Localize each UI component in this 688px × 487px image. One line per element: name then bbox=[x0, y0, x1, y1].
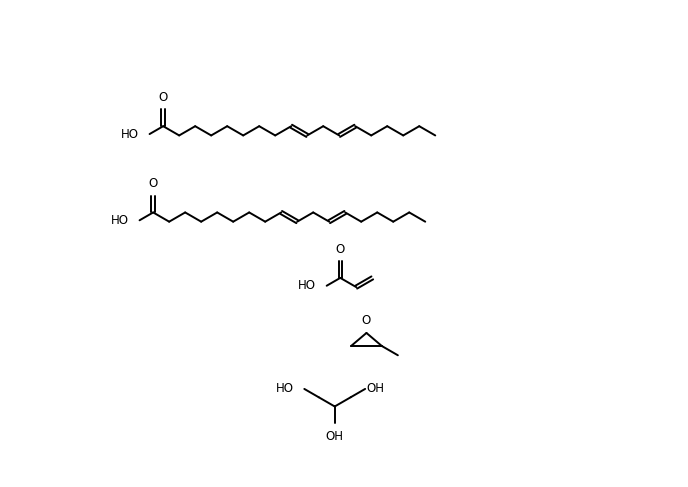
Text: O: O bbox=[149, 177, 158, 190]
Text: HO: HO bbox=[298, 279, 316, 292]
Text: OH: OH bbox=[367, 382, 385, 395]
Text: HO: HO bbox=[111, 214, 129, 227]
Text: HO: HO bbox=[121, 128, 139, 141]
Text: HO: HO bbox=[275, 382, 294, 395]
Text: OH: OH bbox=[325, 430, 344, 443]
Text: O: O bbox=[362, 314, 371, 327]
Text: O: O bbox=[158, 91, 168, 104]
Text: O: O bbox=[336, 243, 345, 256]
